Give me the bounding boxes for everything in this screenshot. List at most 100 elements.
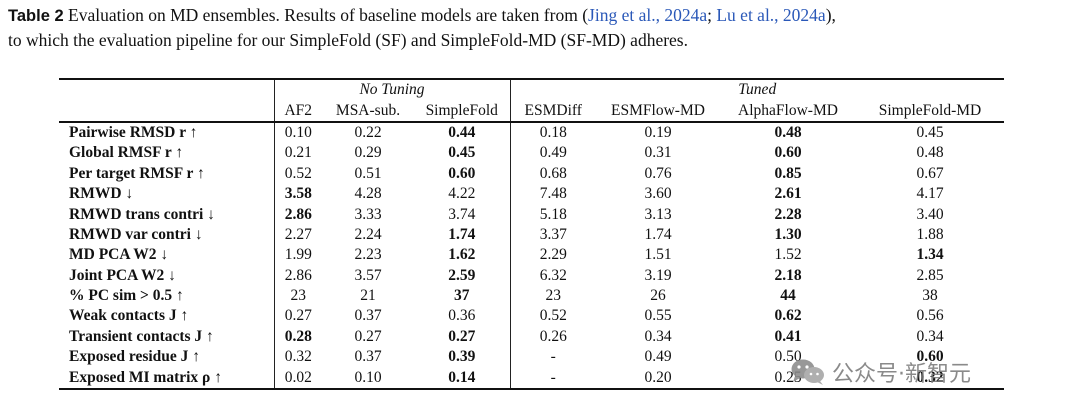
table-cell: 7.48	[539, 185, 567, 203]
table-body: Pairwise RMSD r ↑ 0.10 0.22 0.44 0.18 0.19 0.4…	[59, 121, 1004, 390]
table-cell: 0.68	[539, 164, 567, 182]
table-cell: 2.28	[774, 205, 802, 223]
table-row: Pairwise RMSD r ↑ 0.10 0.22 0.44 0.18 0.19 0.4…	[59, 121, 1004, 144]
table-cell: 0.49	[644, 348, 672, 366]
table-row: Exposed MI matrix ρ ↑ 0.02 0.10 0.14-0.20 0.…	[59, 367, 1004, 390]
table-cell: 0.32	[284, 348, 312, 366]
table-cell: 0.18	[539, 123, 567, 141]
col-header-alphaflow-md: AlphaFlow-MD	[720, 100, 856, 123]
table-cell: 0.62	[774, 307, 802, 325]
table-cell: 5.18	[539, 205, 567, 223]
table-cell: 2.86	[284, 205, 312, 223]
table-cell: 0.67	[916, 164, 944, 182]
wechat-icon	[790, 357, 826, 387]
table-cell: 44	[780, 287, 796, 305]
table-cell: 0.52	[284, 164, 312, 182]
table-cell: 1.99	[284, 246, 312, 264]
table-cell: 0.51	[354, 164, 382, 182]
table-row: RMWD ↓ 3.58 4.28 4.22 7.48 3.60 2.61 4.17	[59, 183, 1004, 205]
table-row: MD PCA W2 ↓ 1.99 2.23 1.62 2.29 1.51 1.52 1.34	[59, 245, 1004, 266]
row-metric-label: Per target RMSF r ↑	[59, 163, 275, 184]
table-cell: 2.24	[354, 225, 382, 243]
table-row: Transient contacts J ↑ 0.28 0.27 0.27 0.26 0.…	[59, 326, 1004, 348]
table-cell: 0.60	[916, 348, 944, 366]
table-cell: 0.14	[414, 367, 511, 390]
table-cell: 0.48	[774, 123, 802, 141]
table-cell: 0.76	[644, 164, 672, 182]
table-cell: 0.34	[916, 327, 944, 345]
header-column-row: AF2 MSA-sub. SimpleFold ESMDiff ESMFlow-…	[59, 100, 1004, 123]
watermark: 公众号·新智元	[790, 352, 971, 392]
table-cell: 0.21	[284, 144, 312, 162]
table-cell: 3.13	[644, 205, 672, 223]
table-cell: 2.18	[774, 266, 802, 284]
citation-link-jing[interactable]: Jing et al., 2024a	[588, 5, 708, 25]
table-cell: 0.32	[856, 367, 1004, 390]
results-table: No Tuning Tuned AF2 MSA-sub. SimpleFold …	[59, 77, 1004, 390]
row-metric-label: MD PCA W2 ↓	[59, 245, 275, 266]
col-header-simplefold-md: SimpleFold-MD	[856, 100, 1004, 123]
table-cell: 0.31	[644, 144, 672, 162]
col-header-simplefold: SimpleFold	[414, 100, 511, 123]
row-metric-label: Weak contacts J ↑	[59, 306, 275, 327]
table-cell: 0.20	[596, 367, 720, 390]
table-cell: 23	[545, 287, 562, 305]
table-cell: 0.41	[774, 327, 802, 345]
table-cell: 0.37	[354, 348, 382, 366]
table-cell: 21	[360, 287, 376, 305]
row-metric-label: Exposed MI matrix ρ ↑	[59, 367, 275, 390]
table-cell: 0.45	[916, 123, 944, 141]
watermark-text: 公众号·新智元	[832, 362, 971, 387]
caption-line-2: to which the evaluation pipeline for our…	[8, 30, 688, 50]
table-cell: 0.48	[916, 144, 944, 162]
group-tuned: Tuned	[510, 77, 1004, 101]
table-cell: 0.60	[414, 163, 511, 184]
row-metric-label: RMWD ↓	[59, 183, 275, 205]
table-cell: 2.59	[414, 265, 511, 286]
table-cell: 2.29	[539, 246, 567, 264]
table-cell: 0.37	[354, 307, 382, 325]
table-cell: 2.23	[354, 246, 382, 264]
table-cell: 26	[650, 287, 666, 305]
row-metric-label: RMWD var contri ↓	[59, 224, 275, 246]
row-metric-label: Joint PCA W2 ↓	[59, 265, 275, 286]
table-cell: 0.02	[274, 367, 322, 390]
citation-link-lu[interactable]: Lu et al., 2024a	[716, 5, 826, 25]
table-cell: 2.27	[284, 225, 312, 243]
table-cell: 1.34	[916, 246, 944, 264]
table-cell: 3.57	[354, 266, 382, 284]
table-cell: 0.56	[916, 307, 944, 325]
table-cell: 0.27	[284, 307, 312, 325]
caption-line-1: Table 2 Evaluation on MD ensembles. Resu…	[8, 3, 1072, 28]
caption-text-2: ),	[825, 5, 836, 25]
table-row: Exposed residue J ↑ 0.32 0.37 0.39 - 0.49 0.50…	[59, 347, 1004, 368]
table-cell: 0.52	[539, 307, 567, 325]
table-cell: 0.39	[414, 347, 511, 368]
table-cell: 1.62	[414, 245, 511, 266]
table-cell: 4.17	[916, 185, 944, 203]
table-cell: -	[550, 348, 556, 366]
table-cell: 0.44	[414, 121, 511, 144]
table-cell: 4.22	[414, 183, 511, 205]
table-cell: 3.19	[644, 266, 672, 284]
row-metric-label: Exposed residue J ↑	[59, 347, 275, 368]
table-cell: 0.34	[644, 327, 672, 345]
table-cell: 2.85	[916, 266, 944, 284]
table-cell: 1.74	[644, 225, 672, 243]
col-header-af2: AF2	[274, 100, 322, 123]
table-cell: 3.40	[916, 205, 944, 223]
table-cell: 0.26	[539, 327, 567, 345]
table-cell: 1.51	[644, 246, 672, 264]
table-cell: 0.85	[774, 164, 802, 182]
row-metric-label: RMWD trans contri ↓	[59, 204, 275, 225]
caption-separator: ;	[707, 5, 717, 25]
table-row: RMWD var contri ↓ 2.27 2.24 1.74 3.37 1.74 1.3…	[59, 224, 1004, 246]
header-group-row: No Tuning Tuned	[59, 77, 1004, 101]
caption-label: Table 2	[8, 7, 64, 25]
group-no-tuning: No Tuning	[274, 77, 511, 101]
table-cell: 6.32	[539, 266, 567, 284]
row-metric-label: Pairwise RMSD r ↑	[59, 121, 275, 144]
table-cell: 37	[414, 285, 511, 307]
table-cell: 3.33	[354, 205, 382, 223]
table-row: Joint PCA W2 ↓ 2.86 3.57 2.59 6.32 3.19 2.18 2.…	[59, 265, 1004, 286]
